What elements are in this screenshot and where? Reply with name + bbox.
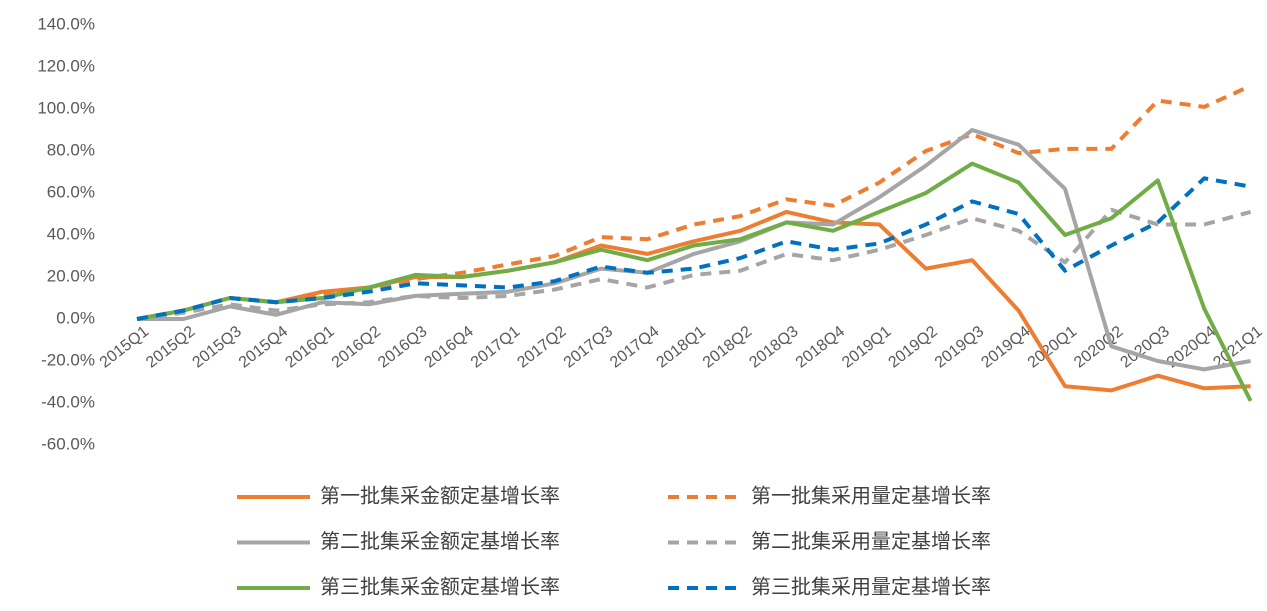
legend-label: 第一批集采金额定基增长率 xyxy=(320,484,560,507)
y-tick-label: 20.0% xyxy=(47,266,95,285)
x-tick-label: 2018Q3 xyxy=(746,323,801,372)
series-line xyxy=(137,128,1251,372)
x-tick-label: 2018Q2 xyxy=(700,323,755,372)
x-tick-label: 2015Q2 xyxy=(143,323,198,372)
x-tick-label: 2017Q3 xyxy=(561,323,616,372)
y-tick-label: -40.0% xyxy=(41,392,95,411)
y-tick-label: -60.0% xyxy=(41,434,95,453)
x-tick-label: 2015Q4 xyxy=(236,323,291,372)
y-tick-label: -20.0% xyxy=(41,350,95,369)
series-line xyxy=(136,84,1252,321)
y-tick-label: 40.0% xyxy=(47,224,95,243)
legend-label: 第二批集采用量定基增长率 xyxy=(751,530,991,553)
x-tick-label: 2017Q2 xyxy=(514,323,569,372)
y-tick-label: 140.0% xyxy=(37,14,95,33)
y-tick-label: 100.0% xyxy=(37,98,95,117)
x-tick-label: 2017Q4 xyxy=(607,323,662,372)
legend-label: 第二批集采金额定基增长率 xyxy=(320,530,560,553)
y-tick-label: 60.0% xyxy=(47,182,95,201)
series-line xyxy=(136,176,1251,321)
series-line xyxy=(136,209,1251,393)
y-tick-label: 0.0% xyxy=(56,308,95,327)
legend-label: 第三批集采用量定基增长率 xyxy=(751,575,991,598)
series-line xyxy=(136,207,1252,321)
x-tick-label: 2016Q3 xyxy=(375,323,430,372)
x-tick-label: 2016Q4 xyxy=(422,323,477,372)
x-tick-label: 2018Q1 xyxy=(654,323,709,372)
x-tick-label: 2019Q2 xyxy=(886,323,941,372)
y-tick-label: 120.0% xyxy=(37,56,95,75)
x-tick-label: 2019Q4 xyxy=(978,323,1033,372)
x-tick-label: 2016Q2 xyxy=(329,323,384,372)
x-tick-label: 2015Q1 xyxy=(97,323,152,372)
x-tick-label: 2017Q1 xyxy=(468,323,523,372)
x-tick-label: 2018Q4 xyxy=(793,323,848,372)
y-tick-label: 80.0% xyxy=(47,140,95,159)
x-tick-label: 2019Q1 xyxy=(839,323,894,372)
series-line xyxy=(136,161,1253,402)
x-tick-label: 2019Q3 xyxy=(932,323,987,372)
legend-label: 第三批集采金额定基增长率 xyxy=(320,575,560,598)
legend-label: 第一批集采用量定基增长率 xyxy=(751,484,991,507)
x-tick-label: 2016Q1 xyxy=(282,323,337,372)
x-tick-label: 2015Q3 xyxy=(190,323,245,372)
